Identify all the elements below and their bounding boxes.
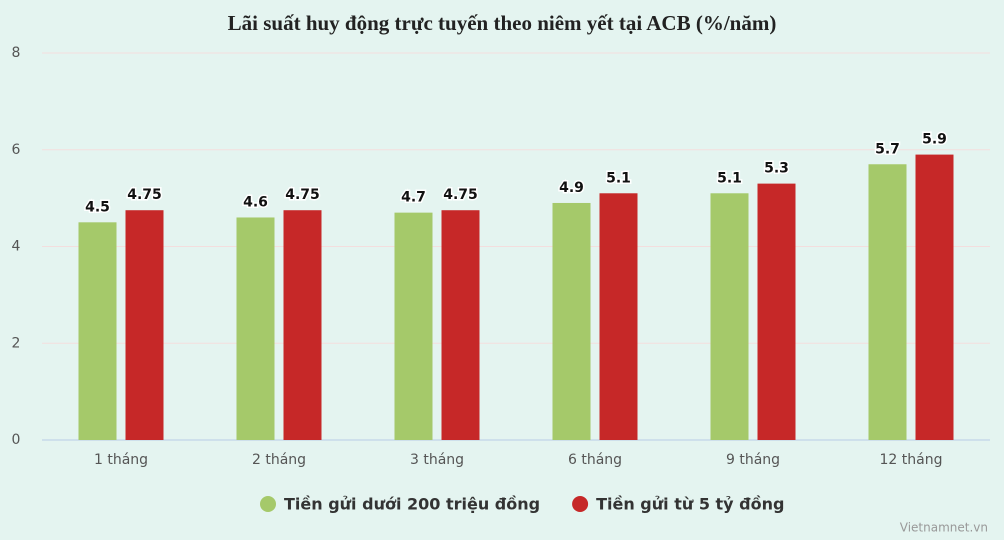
- y-tick-label: 2: [12, 335, 21, 351]
- legend-label: Tiền gửi từ 5 tỷ đồng: [596, 495, 784, 514]
- x-tick-label: 1 tháng: [94, 452, 148, 468]
- bar: [236, 217, 275, 440]
- y-tick-label: 0: [12, 432, 21, 448]
- value-label: 5.1: [717, 170, 742, 186]
- legend-marker: [572, 496, 589, 512]
- bar: [441, 210, 480, 440]
- bar: [868, 164, 907, 440]
- y-tick-label: 6: [12, 142, 21, 158]
- y-tick-label: 4: [12, 239, 21, 255]
- bar: [552, 202, 591, 440]
- x-tick-label: 12 tháng: [880, 452, 943, 468]
- value-label: 4.5: [85, 199, 110, 215]
- x-tick-label: 9 tháng: [726, 452, 780, 468]
- value-label: 4.75: [285, 187, 320, 203]
- value-label: 4.75: [127, 187, 162, 203]
- x-tick-label: 2 tháng: [252, 452, 306, 468]
- bar: [394, 212, 433, 440]
- value-label: 5.3: [764, 161, 789, 177]
- value-label: 5.7: [875, 141, 900, 157]
- bar: [125, 210, 164, 440]
- x-tick-label: 6 tháng: [568, 452, 622, 468]
- bar: [283, 210, 322, 440]
- value-label: 4.7: [401, 190, 426, 206]
- bar: [710, 193, 749, 440]
- legend-marker: [260, 496, 276, 512]
- value-label: 5.9: [922, 132, 947, 148]
- x-tick-label: 3 tháng: [410, 452, 464, 468]
- bar: [78, 222, 117, 440]
- source: Vietnamnet.vn: [900, 521, 988, 535]
- value-label: 4.6: [243, 194, 268, 210]
- value-label: 4.9: [559, 180, 584, 196]
- bar: [757, 183, 796, 441]
- bar: [915, 154, 954, 440]
- bar: [599, 193, 638, 440]
- value-label: 5.1: [606, 170, 631, 186]
- value-label: 4.75: [443, 187, 478, 203]
- chart-title: Lãi suất huy động trực tuyến theo niêm y…: [228, 11, 777, 35]
- legend-label: Tiền gửi dưới 200 triệu đồng: [284, 495, 540, 514]
- y-tick-label: 8: [12, 45, 21, 61]
